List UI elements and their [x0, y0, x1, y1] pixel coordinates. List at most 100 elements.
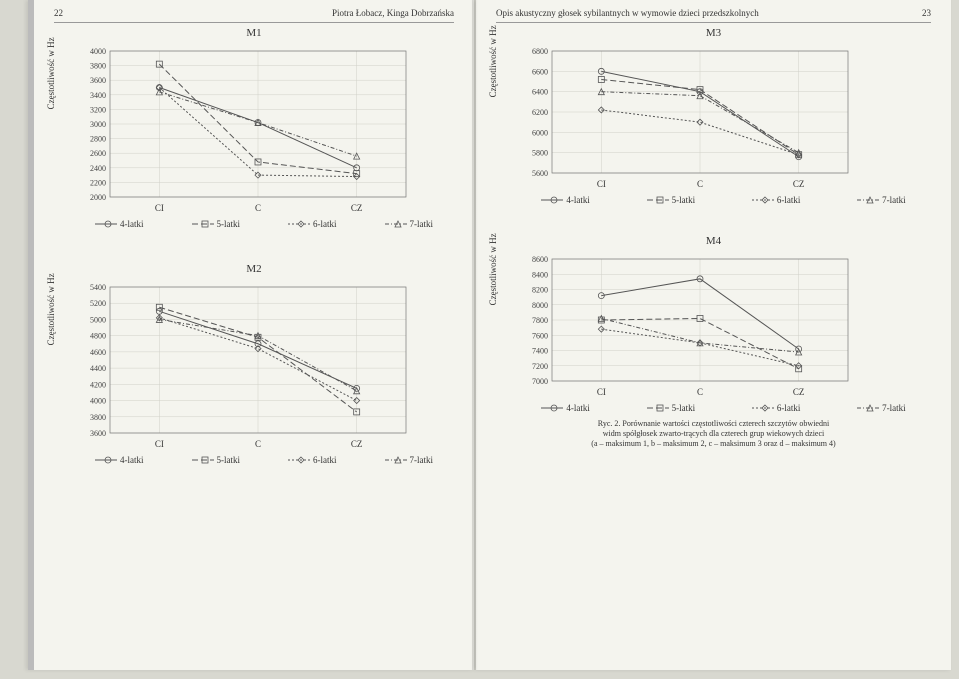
legend-label-s6: 6-latki: [777, 403, 801, 413]
svg-text:4800: 4800: [90, 332, 106, 341]
legend-label-s7: 7-latki: [882, 403, 906, 413]
legend-item-s6: 6-latki: [288, 219, 337, 229]
svg-text:3000: 3000: [90, 120, 106, 129]
svg-text:C: C: [697, 387, 703, 397]
legend-item-s4: 4-latki: [95, 455, 144, 465]
legend-item-s4: 4-latki: [541, 195, 590, 205]
caption-text2: widm spółgłosek zwarto-trących dla czter…: [603, 429, 824, 438]
right-header: Opis akustyczny głosek sybilantnych w wy…: [476, 0, 951, 22]
svg-text:5600: 5600: [532, 169, 548, 178]
legend-label-s6: 6-latki: [777, 195, 801, 205]
svg-text:6400: 6400: [532, 88, 548, 97]
legend-label-s7: 7-latki: [410, 455, 434, 465]
legend-item-s5: 5-latki: [192, 455, 241, 465]
svg-text:3600: 3600: [90, 429, 106, 438]
svg-text:8400: 8400: [532, 270, 548, 279]
right-title: Opis akustyczny głosek sybilantnych w wy…: [496, 8, 759, 18]
svg-text:6600: 6600: [532, 67, 548, 76]
legend-label-s7: 7-latki: [410, 219, 434, 229]
legend-item-s6: 6-latki: [288, 455, 337, 465]
svg-text:7400: 7400: [532, 347, 548, 356]
svg-text:2400: 2400: [90, 164, 106, 173]
svg-text:4200: 4200: [90, 380, 106, 389]
svg-text:6200: 6200: [532, 108, 548, 117]
ylabel-m3: Częstotliwość w Hz: [488, 25, 498, 97]
svg-text:3800: 3800: [90, 62, 106, 71]
chart-title-m2: M2: [34, 263, 474, 275]
legend-item-s7: 7-latki: [385, 219, 434, 229]
page-number-left: 22: [54, 8, 63, 18]
svg-text:7000: 7000: [532, 377, 548, 386]
svg-text:3200: 3200: [90, 105, 106, 114]
svg-text:5000: 5000: [90, 315, 106, 324]
svg-text:6800: 6800: [532, 47, 548, 56]
legend-item-s6: 6-latki: [752, 403, 801, 413]
header-rule: [54, 22, 454, 23]
svg-text:CI: CI: [155, 439, 164, 449]
legend-label-s4: 4-latki: [566, 403, 590, 413]
authors: Piotra Łobacz, Kinga Dobrzańska: [332, 8, 454, 18]
legend-m3: 4-latki 5-latki 6-latki 7-latki: [516, 195, 931, 205]
page-number-right: 23: [922, 8, 931, 18]
svg-text:2800: 2800: [90, 135, 106, 144]
legend-label-s5: 5-latki: [672, 195, 696, 205]
svg-text:4000: 4000: [90, 47, 106, 56]
legend-item-s7: 7-latki: [857, 403, 906, 413]
svg-text:C: C: [255, 439, 261, 449]
chart-svg-m1: 2000220024002600280030003200340036003800…: [74, 45, 414, 217]
ylabel-m1: Częstotliwość w Hz: [46, 37, 56, 109]
svg-text:CZ: CZ: [793, 179, 805, 189]
svg-text:7800: 7800: [532, 316, 548, 325]
left-page: 22 Piotra Łobacz, Kinga Dobrzańska M1 Cz…: [28, 0, 474, 670]
caption-fig: Ryc. 2.: [598, 419, 621, 428]
right-page: Opis akustyczny głosek sybilantnych w wy…: [476, 0, 951, 670]
legend-label-s5: 5-latki: [217, 219, 241, 229]
figure-caption: Ryc. 2. Porównanie wartości częstotliwoś…: [500, 419, 927, 449]
legend-label-s6: 6-latki: [313, 455, 337, 465]
legend-label-s5: 5-latki: [217, 455, 241, 465]
legend-item-s6: 6-latki: [752, 195, 801, 205]
legend-item-s5: 5-latki: [647, 403, 696, 413]
legend-label-s4: 4-latki: [566, 195, 590, 205]
svg-text:3800: 3800: [90, 413, 106, 422]
legend-item-s7: 7-latki: [857, 195, 906, 205]
legend-item-s5: 5-latki: [647, 195, 696, 205]
chart-m3: Częstotliwość w Hz 560058006000620064006…: [516, 45, 931, 193]
ylabel-m4: Częstotliwość w Hz: [488, 233, 498, 305]
svg-text:5400: 5400: [90, 283, 106, 292]
chart-svg-m4: 700072007400760078008000820084008600CICC…: [516, 253, 856, 401]
svg-text:7600: 7600: [532, 331, 548, 340]
svg-text:CZ: CZ: [351, 203, 363, 213]
header-rule-right: [496, 22, 931, 23]
svg-text:CI: CI: [597, 387, 606, 397]
legend-item-s4: 4-latki: [95, 219, 144, 229]
chart-svg-m3: 5600580060006200640066006800CICCZ: [516, 45, 856, 193]
legend-m4: 4-latki 5-latki 6-latki 7-latki: [516, 403, 931, 413]
svg-text:7200: 7200: [532, 362, 548, 371]
svg-text:C: C: [697, 179, 703, 189]
legend-item-s4: 4-latki: [541, 403, 590, 413]
svg-text:4600: 4600: [90, 348, 106, 357]
svg-text:8600: 8600: [532, 255, 548, 264]
legend-m1: 4-latki 5-latki 6-latki 7-latki: [74, 219, 454, 229]
svg-text:4400: 4400: [90, 364, 106, 373]
svg-text:CI: CI: [597, 179, 606, 189]
chart-m1: Częstotliwość w Hz 200022002400260028003…: [74, 45, 454, 217]
svg-text:C: C: [255, 203, 261, 213]
svg-text:5800: 5800: [532, 149, 548, 158]
chart-m2: Częstotliwość w Hz 360038004000420044004…: [74, 281, 454, 453]
svg-text:CI: CI: [155, 203, 164, 213]
chart-title-m3: M3: [476, 27, 951, 39]
caption-text1: Porównanie wartości częstotliwości czter…: [622, 419, 829, 428]
legend-label-s6: 6-latki: [313, 219, 337, 229]
svg-text:CZ: CZ: [351, 439, 363, 449]
svg-text:8000: 8000: [532, 301, 548, 310]
legend-label-s7: 7-latki: [882, 195, 906, 205]
svg-text:2600: 2600: [90, 149, 106, 158]
caption-text3: (a – maksimum 1, b – maksimum 2, c – mak…: [591, 439, 835, 448]
ylabel-m2: Częstotliwość w Hz: [46, 273, 56, 345]
legend-item-s5: 5-latki: [192, 219, 241, 229]
book-spine: [472, 0, 478, 670]
svg-text:4000: 4000: [90, 397, 106, 406]
svg-text:3600: 3600: [90, 76, 106, 85]
